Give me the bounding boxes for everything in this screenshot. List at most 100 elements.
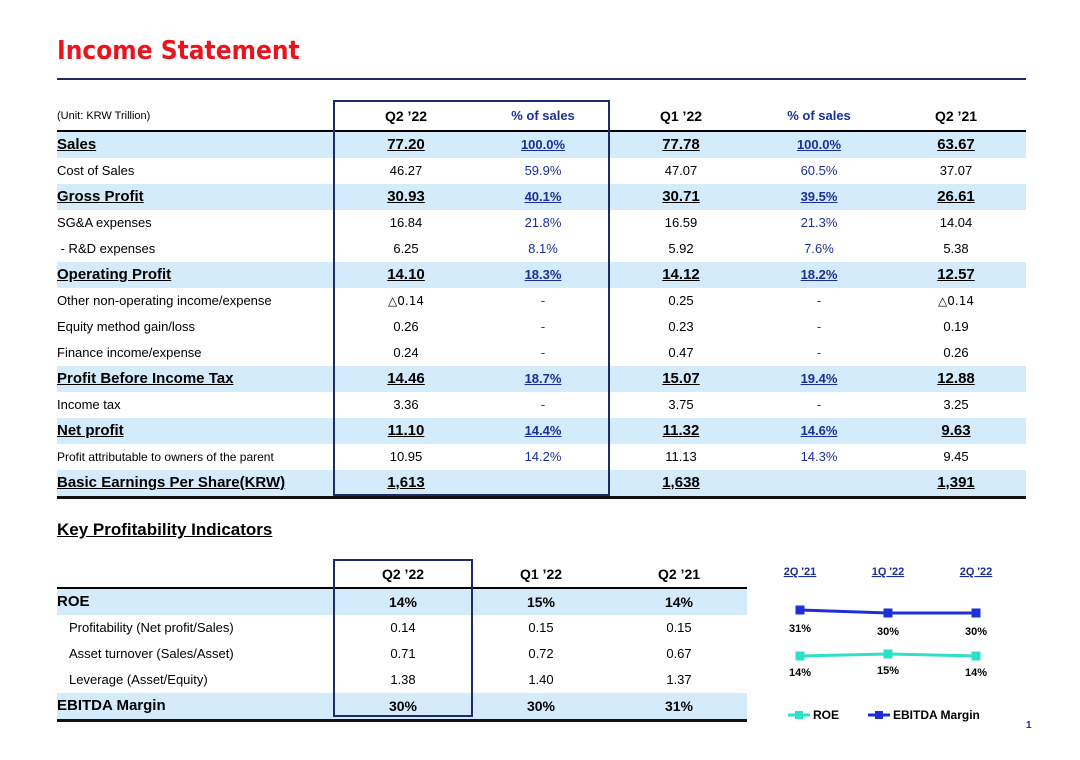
table-cell: 1,638	[662, 474, 700, 491]
table-cell: 8.1%	[528, 241, 558, 256]
table-row: Profit attributable to owners of the par…	[57, 444, 1026, 470]
row-label: SG&A expenses	[57, 215, 152, 230]
row-label: Profit attributable to owners of the par…	[57, 450, 274, 464]
table-cell: 21.8%	[524, 215, 562, 230]
column-header: % of sales	[787, 108, 851, 123]
legend-entry-label: EBITDA Margin	[893, 708, 980, 722]
table-cell: 30.93	[387, 188, 425, 205]
table-cell: 5.92	[668, 241, 694, 256]
kpi-row-label: Asset turnover (Sales/Asset)	[69, 646, 234, 661]
chart-data-point	[883, 608, 893, 618]
table-row: SG&A expenses 16.84 21.8% 16.59 21.3% 14.04	[57, 210, 1026, 236]
table-row: Sales 77.20 100.0% 77.78 100.0% 63.67	[57, 132, 1026, 158]
chart-data-point	[883, 649, 893, 659]
row-label: Sales	[57, 136, 97, 153]
chart-category-label: 2Q '22	[960, 566, 993, 578]
kpi-cell: 15%	[526, 594, 556, 610]
kpi-row-label: Leverage (Asset/Equity)	[69, 672, 208, 687]
table-cell: 16.59	[664, 215, 698, 230]
table-cell: 0.23	[668, 319, 694, 334]
table-cell: 46.27	[389, 163, 423, 178]
table-cell: 63.67	[937, 136, 975, 153]
table-cell: 0.19	[943, 319, 969, 334]
chart-data-label: 15%	[877, 665, 899, 677]
table-cell: -	[540, 319, 546, 334]
table-cell: 1,613	[387, 474, 425, 491]
table-cell: -	[540, 293, 546, 308]
header-divider	[57, 130, 1026, 132]
table-cell: 3.25	[943, 397, 969, 412]
table-cell: 37.07	[939, 163, 973, 178]
row-label: Net profit	[57, 422, 124, 439]
table-cell: 14.6%	[800, 423, 838, 438]
kpi-row-label: EBITDA Margin	[57, 697, 166, 714]
chart-data-label: 14%	[789, 667, 811, 679]
table-cell: 14.3%	[800, 449, 838, 464]
table-row: - R&D expenses 6.25 8.1% 5.92 7.6% 5.38	[57, 236, 1026, 262]
kpi-cell: 0.67	[666, 646, 692, 661]
table-cell: 0.47	[668, 345, 694, 360]
kpi-column-header: Q2 ’22	[381, 566, 425, 582]
table-cell: 16.84	[389, 215, 423, 230]
table-row: Profit Before Income Tax 14.46 18.7% 15.07 1…	[57, 366, 1026, 392]
chart-category-label: 2Q '21	[784, 566, 817, 578]
table-cell: 0.26	[393, 319, 419, 334]
kpi-current-quarter-highlight-box	[333, 559, 473, 717]
table-cell: 11.10	[387, 422, 425, 439]
table-cell: 0.24	[393, 345, 419, 360]
table-cell: -	[540, 397, 546, 412]
row-label: Gross Profit	[57, 188, 144, 205]
table-row: Net profit 11.10 14.4% 11.32 14.6% 9.63	[57, 418, 1026, 444]
table-cell: 6.25	[393, 241, 419, 256]
kpi-cell: 14%	[664, 594, 694, 610]
table-cell: 14.46	[387, 370, 425, 387]
table-cell: 77.78	[662, 136, 700, 153]
row-label: Cost of Sales	[57, 163, 135, 178]
kpi-row-label: ROE	[57, 593, 90, 610]
table-row: Finance income/expense 0.24 - 0.47 - 0.26	[57, 340, 1026, 366]
page-title: Income Statement	[57, 36, 300, 66]
table-cell: 9.63	[941, 422, 971, 439]
table-cell: 19.4%	[800, 371, 838, 386]
table-bottom-rule	[57, 496, 1026, 499]
title-divider	[57, 78, 1026, 80]
kpi-cell: 0.15	[528, 620, 554, 635]
chart-data-label: 31%	[789, 623, 811, 635]
chart-data-point	[971, 608, 981, 618]
table-cell: 14.2%	[524, 449, 562, 464]
table-cell: 30.71	[662, 188, 700, 205]
row-label: Other non-operating income/expense	[57, 293, 272, 308]
table-cell: -	[816, 293, 822, 308]
table-cell: 26.61	[937, 188, 975, 205]
table-cell: 5.38	[943, 241, 969, 256]
legend-entry-label: ROE	[813, 708, 839, 722]
table-cell: △0.14	[388, 294, 424, 308]
column-header: Q2 ’22	[384, 108, 428, 124]
table-cell: 100.0%	[520, 137, 566, 152]
chart-data-point	[795, 651, 805, 661]
kpi-cell: 0.71	[390, 646, 416, 661]
kpi-row: EBITDA Margin 30% 30% 31%	[57, 693, 747, 719]
chart-data-point	[795, 605, 805, 615]
table-cell: 0.26	[943, 345, 969, 360]
table-cell: -	[816, 319, 822, 334]
kpi-cell: 1.40	[528, 672, 554, 687]
kpi-cell: 0.15	[666, 620, 692, 635]
table-cell: 18.3%	[524, 267, 562, 282]
table-cell: -	[816, 345, 822, 360]
chart-data-label: 14%	[965, 667, 987, 679]
kpi-row: ROE 14% 15% 14%	[57, 589, 747, 615]
kpi-bottom-rule	[57, 719, 747, 722]
table-cell: 14.12	[662, 266, 700, 283]
row-label: Profit Before Income Tax	[57, 370, 234, 387]
table-cell: 18.7%	[524, 371, 562, 386]
table-cell: △0.14	[938, 294, 974, 308]
page-number: 1	[1026, 720, 1032, 731]
kpi-cell: 0.72	[528, 646, 554, 661]
table-cell: 12.88	[937, 370, 975, 387]
table-cell: -	[816, 397, 822, 412]
table-cell: 12.57	[937, 266, 975, 283]
table-cell: 15.07	[662, 370, 700, 387]
row-label: - R&D expenses	[57, 241, 156, 256]
kpi-header-divider	[57, 587, 747, 589]
